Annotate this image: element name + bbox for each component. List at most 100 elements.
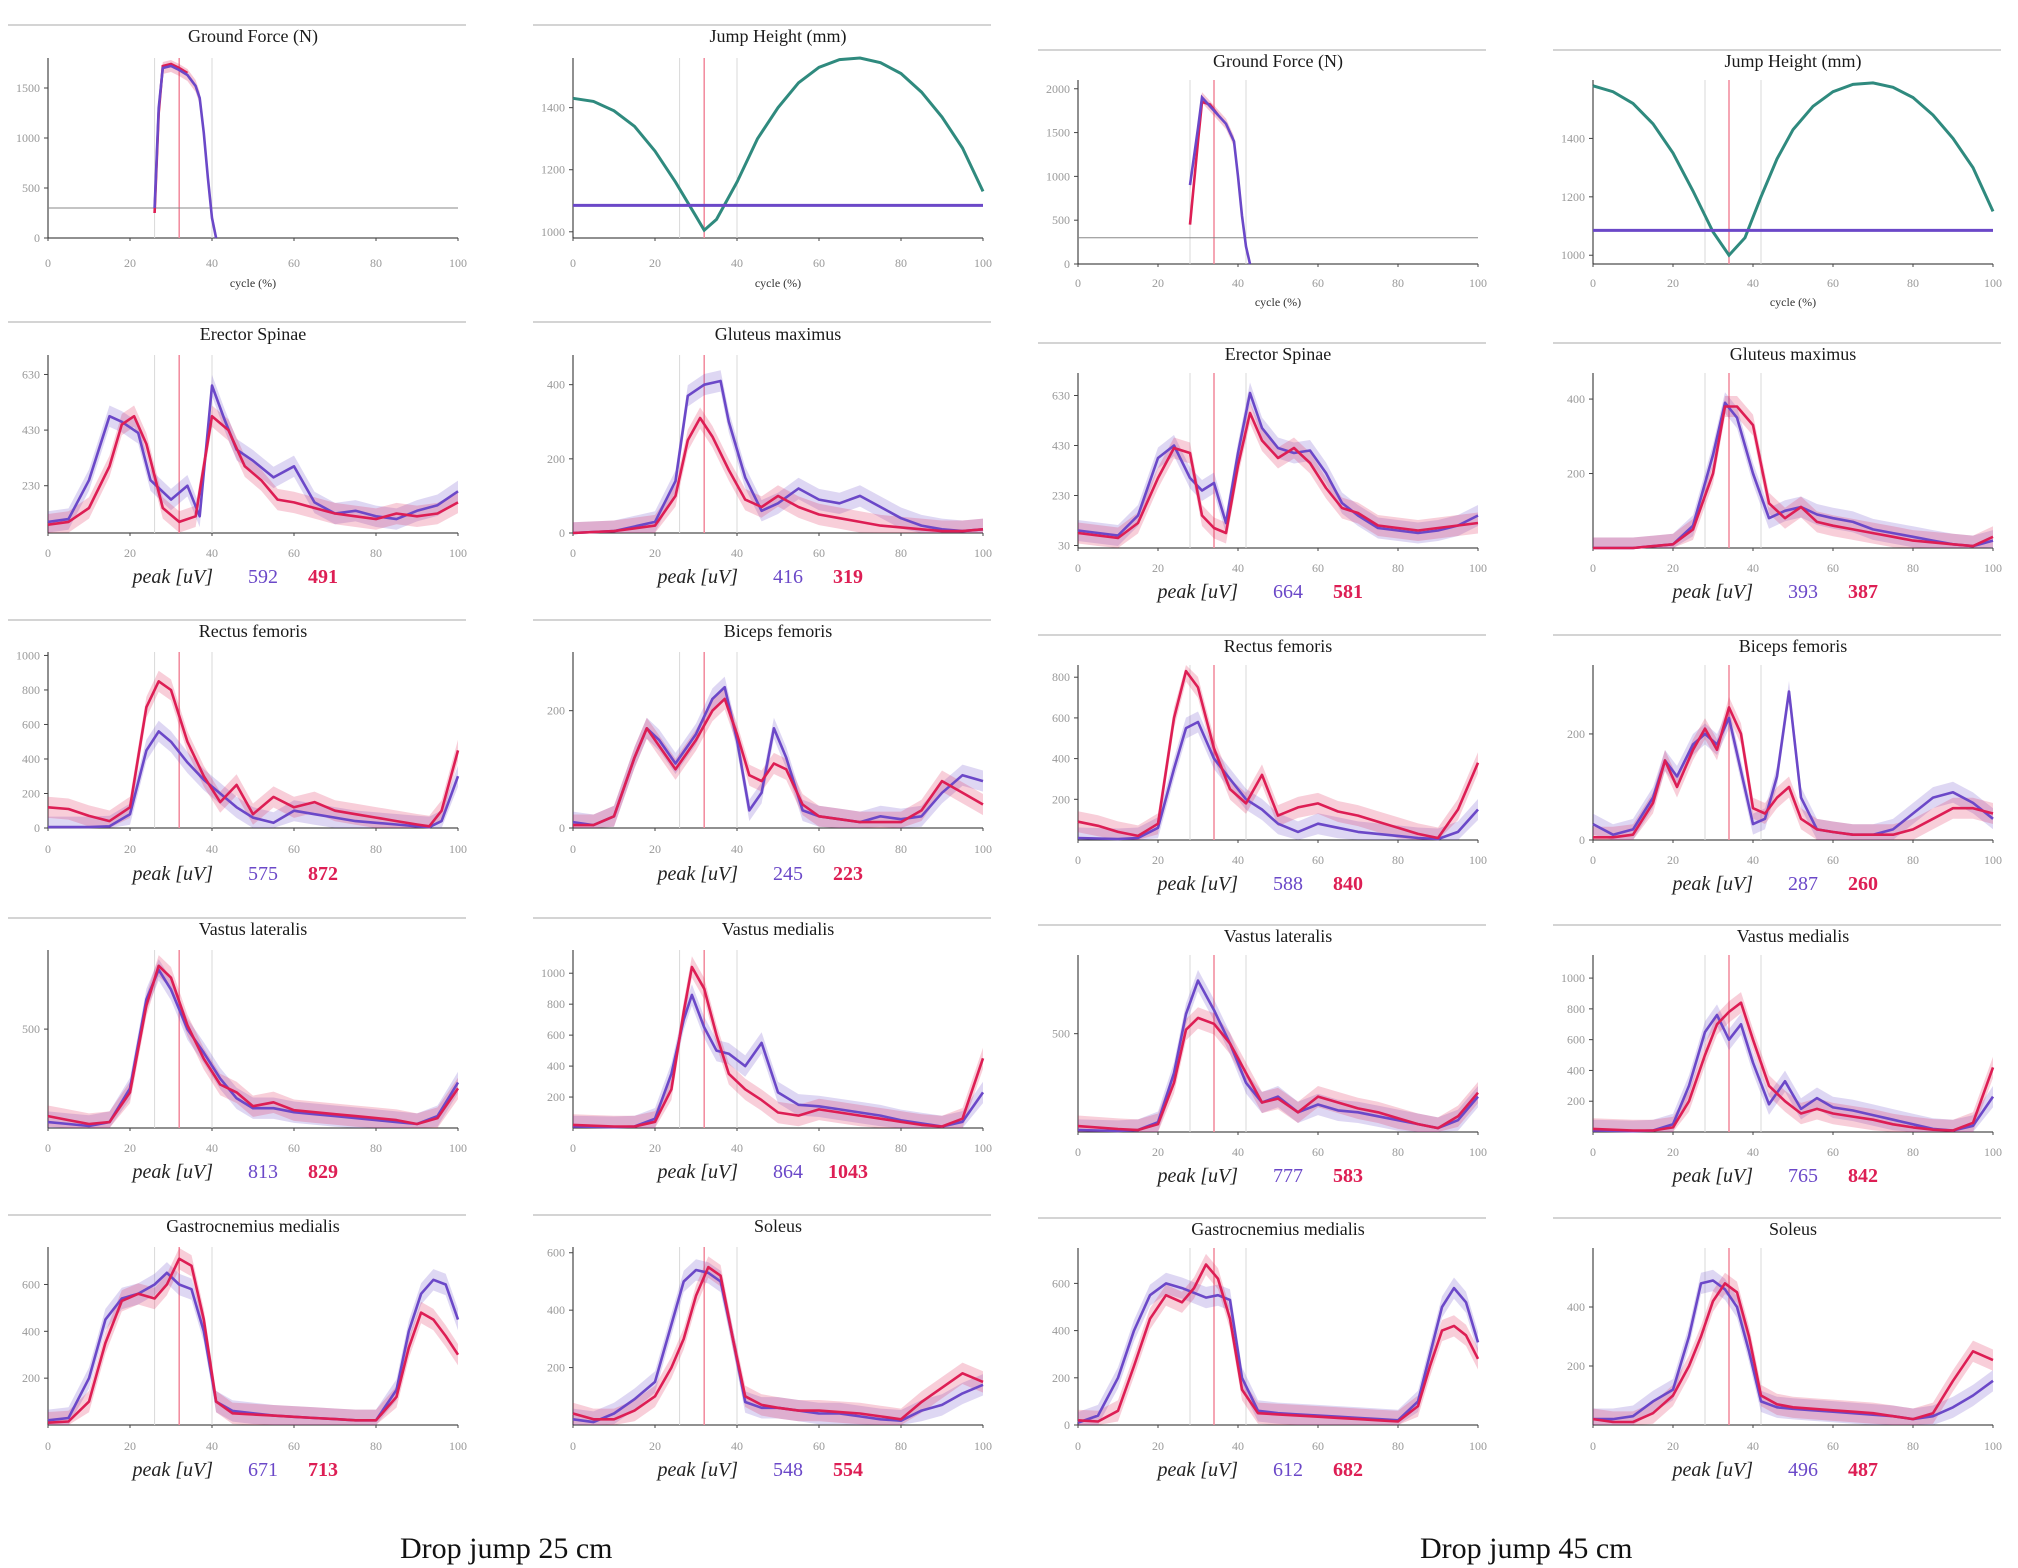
x-tick-label: 80 — [1907, 1145, 1919, 1159]
x-tick-label: 40 — [206, 1439, 218, 1453]
series-a-band — [573, 1259, 983, 1425]
series-a-line — [1592, 1013, 1995, 1133]
x-tick-label: 40 — [206, 842, 218, 856]
panel-1: Ground Force (N) 0 500 1000 1500 0 20 40 60 80 100… — [8, 24, 467, 290]
y-tick-label: 500 — [22, 181, 40, 195]
panel-title: Biceps femoris — [724, 621, 832, 641]
x-tick-label: 60 — [813, 546, 825, 560]
peak-value-a: 864 — [773, 1161, 803, 1183]
peak-label: peak [uV] — [655, 1161, 738, 1183]
peak-value-a: 496 — [1788, 1459, 1818, 1481]
series-a-line — [153, 64, 218, 239]
x-axis-label: cycle (%) — [1770, 295, 1816, 309]
series-b-line — [1077, 1263, 1480, 1423]
peak-value-a: 287 — [1788, 873, 1818, 895]
x-tick-label: 40 — [1232, 1439, 1244, 1453]
caption-drop-25: Drop jump 25 cm — [400, 1532, 613, 1565]
series-b-band — [1593, 992, 1993, 1132]
x-tick-label: 20 — [1667, 1439, 1679, 1453]
x-tick-label: 40 — [1747, 1145, 1759, 1159]
panel-18: Soleus 200 400 600 0 20 40 60 80 100 peak [uV] 548 5… — [533, 1214, 992, 1481]
series-b-band — [573, 956, 983, 1128]
series-b-band — [48, 1248, 458, 1425]
x-tick-label: 40 — [206, 1141, 218, 1155]
series-b-line — [1592, 1001, 1995, 1132]
y-tick-label: 30 — [1058, 539, 1070, 553]
peak-value-a: 393 — [1788, 581, 1818, 603]
panel-title: Erector Spinae — [200, 324, 306, 344]
y-tick-label: 500 — [1052, 1027, 1070, 1041]
y-tick-label: 1000 — [1561, 971, 1585, 985]
peak-value-b: 487 — [1848, 1459, 1878, 1481]
peak-label: peak [uV] — [1670, 1459, 1753, 1481]
y-tick-label: 1500 — [16, 81, 40, 95]
x-tick-label: 0 — [1075, 1439, 1081, 1453]
peak-value-a: 671 — [248, 1459, 278, 1481]
y-tick-label: 0 — [34, 821, 40, 835]
peak-value-b: 583 — [1333, 1165, 1363, 1187]
series-b-line — [153, 62, 189, 214]
x-tick-label: 20 — [1152, 276, 1164, 290]
x-tick-label: 100 — [1984, 853, 2002, 867]
x-tick-label: 40 — [731, 1439, 743, 1453]
x-tick-label: 40 — [1747, 853, 1759, 867]
panel-16: Vastus medialis 200 400 600 800 1000 0 20 40 60 80… — [1553, 924, 2002, 1187]
series-b-line — [1593, 706, 1994, 839]
peak-value-b: 872 — [308, 863, 338, 885]
peak-value-b: 842 — [1848, 1165, 1878, 1187]
x-tick-label: 60 — [1312, 276, 1324, 290]
x-tick-label: 20 — [649, 842, 661, 856]
panel-15: Vastus lateralis 500 0 20 40 60 80 100 peak [uV]… — [1038, 924, 1487, 1187]
y-tick-label: 1200 — [1561, 190, 1585, 204]
x-tick-label: 100 — [974, 1141, 992, 1155]
x-tick-label: 80 — [1907, 853, 1919, 867]
x-tick-label: 0 — [1590, 1145, 1596, 1159]
peak-value-a: 664 — [1273, 581, 1303, 603]
y-tick-label: 400 — [22, 1324, 40, 1338]
y-tick-label: 500 — [1052, 213, 1070, 227]
peak-label: peak [uV] — [130, 1459, 213, 1481]
y-tick-label: 1000 — [1561, 248, 1585, 262]
series-b-line — [1077, 669, 1480, 840]
x-tick-label: 20 — [1152, 853, 1164, 867]
series-a-line — [47, 1271, 460, 1422]
series-b-line — [572, 416, 984, 535]
x-tick-label: 80 — [895, 1141, 907, 1155]
peak-value-a: 245 — [773, 863, 803, 885]
y-tick-label: 0 — [1579, 833, 1585, 847]
peak-value-b: 840 — [1333, 873, 1363, 895]
x-tick-label: 40 — [731, 546, 743, 560]
x-tick-label: 100 — [974, 1439, 992, 1453]
peak-value-a: 813 — [248, 1161, 278, 1183]
series-b-line — [47, 964, 460, 1126]
y-tick-label: 500 — [22, 1022, 40, 1036]
x-tick-label: 40 — [1232, 853, 1244, 867]
y-tick-label: 0 — [1064, 1418, 1070, 1432]
panel-title: Erector Spinae — [1225, 344, 1331, 364]
jump-height-curve — [1592, 81, 1995, 258]
x-tick-label: 80 — [1392, 561, 1404, 575]
series-b-band — [154, 60, 217, 238]
x-tick-label: 0 — [570, 1141, 576, 1155]
series-b-band — [573, 407, 983, 533]
panel-title: Vastus lateralis — [1224, 926, 1332, 946]
x-tick-label: 100 — [1469, 276, 1487, 290]
x-tick-label: 80 — [895, 842, 907, 856]
panel-9: Rectus femoris 0 200 400 600 800 1000 0 20 40 60 80… — [8, 619, 467, 885]
x-tick-label: 40 — [1747, 1439, 1759, 1453]
y-tick-label: 200 — [547, 704, 565, 718]
peak-value-b: 713 — [308, 1459, 338, 1481]
series-b-band — [1593, 696, 1993, 840]
panel-20: Soleus 200 400 0 20 40 60 80 100 peak [uV] 496 487 — [1553, 1217, 2002, 1481]
peak-value-a: 592 — [248, 566, 278, 588]
y-tick-label: 200 — [547, 1361, 565, 1375]
series-b-band — [1078, 665, 1478, 840]
x-tick-label: 80 — [370, 842, 382, 856]
series-a-line — [572, 379, 984, 535]
x-tick-label: 60 — [1827, 853, 1839, 867]
x-tick-label: 100 — [974, 256, 992, 270]
panel-title: Ground Force (N) — [188, 26, 318, 47]
panel-title: Vastus medialis — [1737, 926, 1850, 946]
panel-title: Vastus lateralis — [199, 919, 307, 939]
